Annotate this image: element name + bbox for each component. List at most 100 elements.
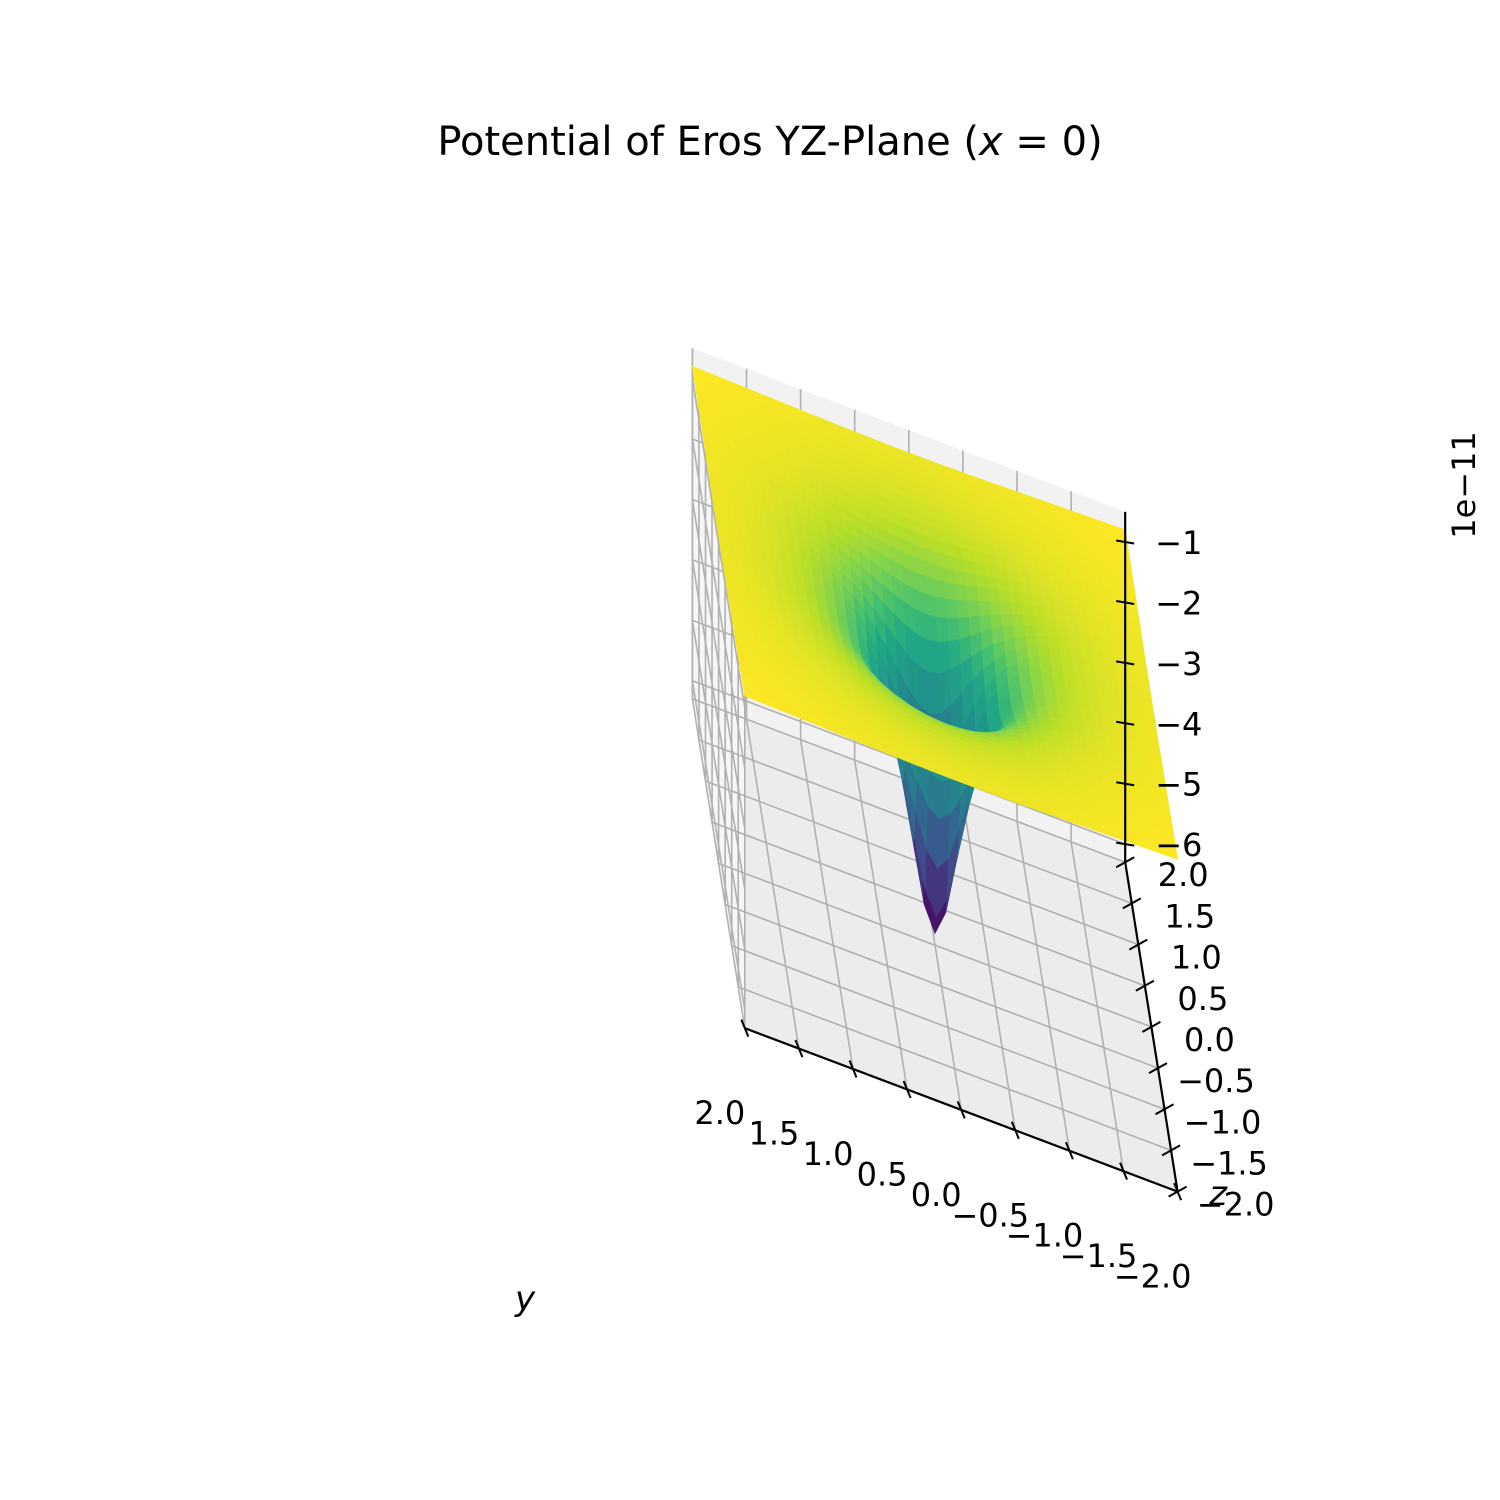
x-tick-label: −0.5 xyxy=(951,1196,1029,1234)
surface-patch xyxy=(1059,646,1073,658)
surface-patch xyxy=(926,639,940,675)
surface-patch xyxy=(975,574,989,590)
surface-patch xyxy=(938,779,952,820)
surface-patch xyxy=(1038,655,1052,667)
surface-patch xyxy=(1057,704,1071,714)
y-tick-label: 2.0 xyxy=(1158,856,1209,894)
surface-patch xyxy=(1164,846,1179,860)
z-offset-label: 1e−11 xyxy=(1445,431,1483,539)
x-tick-label: −2.0 xyxy=(1114,1258,1192,1296)
surface-patch xyxy=(1063,673,1077,684)
z-tick-label: −4 xyxy=(1155,705,1202,743)
y-tick-mark xyxy=(1122,897,1142,910)
surface-patch xyxy=(1018,724,1032,731)
surface-patch xyxy=(953,569,967,587)
y-tick-label: 0.0 xyxy=(1184,1021,1235,1059)
z-tick-mark xyxy=(1116,599,1135,605)
x-tick-label: 1.5 xyxy=(748,1115,799,1153)
surface-patch xyxy=(925,613,939,643)
surface-patch xyxy=(1047,636,1061,648)
y-axis-label: z xyxy=(1208,1174,1228,1214)
y-tick-mark xyxy=(1135,979,1155,992)
surface-patch xyxy=(955,584,969,602)
surface-patch xyxy=(1024,625,1038,638)
surface-patch xyxy=(1053,681,1067,691)
surface-patch xyxy=(936,617,950,643)
surface-patch xyxy=(1037,711,1051,720)
surface-patch xyxy=(1047,711,1062,720)
surface-patch xyxy=(1021,603,1035,617)
y-tick-label: 1.5 xyxy=(1164,897,1215,935)
surface-patch xyxy=(924,593,938,619)
tick-labels: −2.0−1.5−1.0−0.50.00.51.01.52.0−2.0−1.5−… xyxy=(694,524,1274,1296)
surface-patch xyxy=(998,589,1012,604)
surface-patch xyxy=(1052,673,1066,683)
z-tick-mark xyxy=(1116,660,1135,666)
y-tick-mark xyxy=(1141,1021,1161,1033)
x-tick-label: 1.0 xyxy=(803,1135,854,1173)
y-tick-label: −1.5 xyxy=(1190,1144,1268,1182)
z-tick-mark xyxy=(1116,539,1135,545)
surface-patch xyxy=(1045,626,1059,638)
surface-patch xyxy=(986,576,1000,591)
surface-patch xyxy=(1060,655,1074,667)
surface-patch xyxy=(999,601,1013,615)
surface-patch xyxy=(957,617,971,640)
x-tick-mark xyxy=(1010,1121,1020,1140)
x-tick-mark xyxy=(902,1080,912,1099)
surface-patch xyxy=(1064,681,1078,692)
surface-patch xyxy=(967,600,981,618)
surface-patch xyxy=(1049,655,1063,666)
y-tick-mark xyxy=(1168,1185,1188,1198)
y-tick-label: −2.0 xyxy=(1197,1186,1275,1224)
x-tick-mark xyxy=(956,1100,966,1119)
x-tick-label: 0.5 xyxy=(857,1155,908,1193)
surface-patch xyxy=(1046,704,1060,713)
surface-patch xyxy=(1027,718,1041,726)
x-tick-mark xyxy=(1064,1141,1074,1160)
surface-patch xyxy=(1056,697,1070,706)
x-tick-label: −1.5 xyxy=(1060,1237,1138,1275)
x-tick-mark xyxy=(794,1039,804,1058)
z-tick-label: −6 xyxy=(1155,826,1202,864)
surface-patch xyxy=(1028,724,1043,731)
surface-patch xyxy=(1011,613,1025,627)
surface-patch xyxy=(1054,689,1068,699)
surface-patch xyxy=(1010,602,1024,616)
x-tick-label: −1.0 xyxy=(1006,1217,1084,1255)
surface-patch xyxy=(988,601,1003,616)
y-tick-mark xyxy=(1155,1103,1175,1116)
surface-patch xyxy=(956,599,970,619)
surface-patch xyxy=(964,572,978,588)
x-axis-label: y xyxy=(514,1279,536,1319)
surface-patch xyxy=(944,581,958,601)
z-tick-label: −2 xyxy=(1155,584,1202,622)
surface-patch xyxy=(966,585,980,602)
surface-patch xyxy=(1061,664,1075,675)
surface-patch xyxy=(978,600,992,617)
chart-title: Potential of Eros YZ-Plane (x = 0) xyxy=(437,119,1102,165)
surface-patch xyxy=(927,671,942,715)
y-tick-mark xyxy=(1148,1062,1168,1074)
y-tick-mark xyxy=(1161,1144,1181,1157)
surface-patch xyxy=(990,614,1004,631)
y-tick-mark xyxy=(1128,938,1148,951)
x-tick-mark xyxy=(740,1019,750,1038)
surface-patch xyxy=(1034,625,1048,638)
surface-patch xyxy=(987,588,1001,603)
grid-line-z xyxy=(691,348,1126,863)
surface-patch xyxy=(1033,615,1047,628)
surface-patch xyxy=(976,587,990,603)
surface-patch xyxy=(1045,697,1059,707)
z-tick-mark xyxy=(1116,720,1135,726)
z-tick-label: −1 xyxy=(1155,524,1202,562)
surface-patch xyxy=(1065,689,1079,700)
surface-patch xyxy=(1020,592,1034,606)
y-tick-label: −1.0 xyxy=(1184,1103,1262,1141)
surface-patch xyxy=(933,579,947,600)
z-tick-label: −5 xyxy=(1155,766,1202,804)
surface-patch xyxy=(1025,635,1039,649)
x-tick-label: 2.0 xyxy=(694,1094,745,1132)
surface-patch xyxy=(1050,664,1064,675)
